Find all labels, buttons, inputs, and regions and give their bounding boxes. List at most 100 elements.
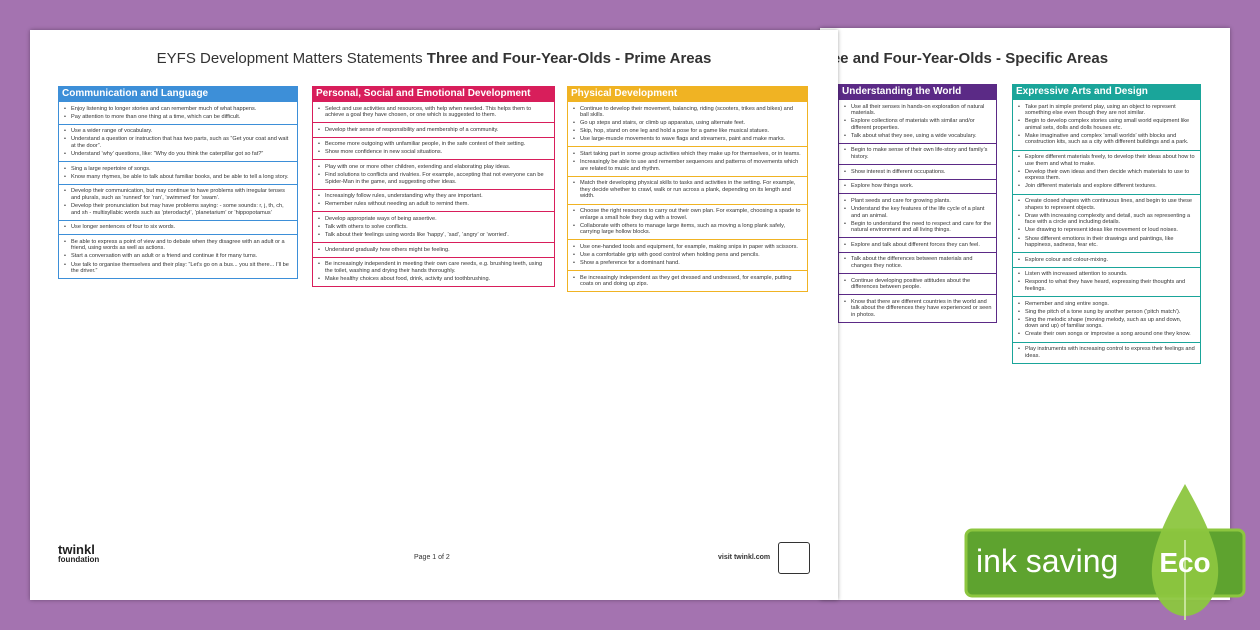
statement-group: Know that there are different countries … — [838, 295, 997, 324]
logo-text: twinkl — [58, 542, 95, 557]
statement: Talk about their feelings using words li… — [317, 232, 550, 239]
logo-sub: foundation — [58, 555, 100, 564]
statement: Develop appropriate ways of being assert… — [317, 216, 550, 223]
statement-group: Remember and sing entire songs.Sing the … — [1012, 297, 1201, 343]
statement-group: Play instruments with increasing control… — [1012, 342, 1201, 364]
statement: Use drawing to represent ideas like move… — [1017, 227, 1196, 234]
statement-group: Explore how things work. — [838, 179, 997, 195]
statement: Sing a large repertoire of songs. — [63, 166, 293, 173]
statement: Become more outgoing with unfamiliar peo… — [317, 141, 550, 148]
column-heading: Expressive Arts and Design — [1012, 84, 1201, 100]
statement-group: Explore and talk about different forces … — [838, 238, 997, 253]
statement: Show interest in different occupations. — [843, 169, 992, 176]
statement: Show different emotions in their drawing… — [1017, 236, 1196, 249]
statement: Listen with increased attention to sound… — [1017, 271, 1196, 278]
statement: Continue to develop their movement, bala… — [572, 106, 803, 119]
statement: Use one-handed tools and equipment, for … — [572, 244, 803, 251]
column: Personal, Social and Emotional Developme… — [312, 86, 555, 288]
statement: Understand a question or instruction tha… — [63, 136, 293, 149]
statement: Understand the key features of the life … — [843, 206, 992, 219]
statement-group: Be increasingly independent in meeting t… — [312, 257, 555, 288]
statement: Understand gradually how others might be… — [317, 247, 550, 254]
statement: Know that there are different countries … — [843, 299, 992, 319]
statement-group: Continue developing positive attitudes a… — [838, 274, 997, 296]
statement: Respond to what they have heard, express… — [1017, 279, 1196, 292]
statement: Create their own songs or improvise a so… — [1017, 331, 1196, 338]
statement-group: Play with one or more other children, ex… — [312, 160, 555, 190]
statement: Play with one or more other children, ex… — [317, 164, 550, 171]
statement: Remember rules without needing an adult … — [317, 201, 550, 208]
logo: twinkl foundation — [58, 542, 104, 564]
statement: Develop their sense of responsibility an… — [317, 127, 550, 134]
statement-group: Match their developing physical skills t… — [567, 176, 808, 205]
back-page: ree and Four-Year-Olds - Specific Areas … — [820, 28, 1230, 600]
statement: Be increasingly independent in meeting t… — [317, 261, 550, 274]
statement-group: Use one-handed tools and equipment, for … — [567, 240, 808, 272]
badge-eco: Eco — [1159, 547, 1210, 578]
column: Physical Development Continue to develop … — [567, 86, 808, 293]
statement: Plant seeds and care for growing plants. — [843, 198, 992, 205]
statement: Go up steps and stairs, or climb up appa… — [572, 120, 803, 127]
statement: Talk about the differences between mater… — [843, 256, 992, 269]
title-regular: EYFS Development Matters Statements — [156, 50, 423, 67]
column-heading: Personal, Social and Emotional Developme… — [312, 86, 555, 102]
statement: Remember and sing entire songs. — [1017, 301, 1196, 308]
statement: Play instruments with increasing control… — [1017, 346, 1196, 359]
quality-mark — [778, 542, 810, 574]
statement: Use a comfortable grip with good control… — [572, 252, 803, 259]
column-heading: Physical Development — [567, 86, 808, 102]
statement: Join different materials and explore dif… — [1017, 183, 1196, 190]
statement: Talk about what they see, using a wide v… — [843, 133, 992, 140]
statement: Make imaginative and complex ‘small worl… — [1017, 133, 1196, 146]
back-title: ree and Four-Year-Olds - Specific Areas — [826, 50, 1109, 67]
statement: Talk with others to solve conflicts. — [317, 224, 550, 231]
statement: Begin to understand the need to respect … — [843, 221, 992, 234]
column: Expressive Arts and Design Take part in s… — [1012, 84, 1201, 364]
statement: Explore how things work. — [843, 183, 992, 190]
statement: Collaborate with others to manage large … — [572, 223, 803, 236]
statement: Choose the right resources to carry out … — [572, 208, 803, 221]
statement: Select and use activities and resources,… — [317, 106, 550, 119]
statement: Show a preference for a dominant hand. — [572, 260, 803, 267]
statement: Create closed shapes with continuous lin… — [1017, 198, 1196, 211]
statement: Begin to develop complex stories using s… — [1017, 118, 1196, 131]
statement-group: Sing a large repertoire of songs.Know ma… — [58, 162, 298, 185]
statement: Explore collections of materials with si… — [843, 118, 992, 131]
statement-group: Understand gradually how others might be… — [312, 243, 555, 258]
statement: Skip, hop, stand on one leg and hold a p… — [572, 128, 803, 135]
statement: Sing the pitch of a tone sung by another… — [1017, 309, 1196, 316]
statement: Explore colour and colour-mixing. — [1017, 257, 1196, 264]
statement: Show more confidence in new social situa… — [317, 149, 550, 156]
page-number: Page 1 of 2 — [414, 554, 450, 561]
statement-group: Use longer sentences of four to six word… — [58, 220, 298, 236]
statement-group: Develop their sense of responsibility an… — [312, 123, 555, 138]
statement: Draw with increasing complexity and deta… — [1017, 213, 1196, 226]
front-title: EYFS Development Matters Statements Thre… — [30, 50, 838, 67]
statement-group: Use all their senses in hands-on explora… — [838, 100, 997, 144]
statement: Explore and talk about different forces … — [843, 242, 992, 249]
url: visit twinkl.com — [718, 554, 771, 561]
front-page: EYFS Development Matters Statements Thre… — [30, 30, 838, 600]
statement: Develop their communication, but may con… — [63, 188, 293, 201]
statement: Develop their own ideas and then decide … — [1017, 169, 1196, 182]
statement: Sing the melodic shape (moving melody, s… — [1017, 317, 1196, 330]
statement-group: Choose the right resources to carry out … — [567, 204, 808, 241]
statement-group: Talk about the differences between mater… — [838, 252, 997, 275]
statement-group: Use a wider range of vocabulary.Understa… — [58, 124, 298, 163]
statement: Use large-muscle movements to wave flags… — [572, 136, 803, 143]
eco-badge: ink saving Eco — [964, 484, 1246, 620]
title-bold: Three and Four-Year-Olds - Prime Areas — [426, 50, 712, 67]
column: Communication and Language Enjoy listenin… — [58, 86, 298, 280]
statement-group: Be able to express a point of view and t… — [58, 235, 298, 280]
statement: Continue developing positive attitudes a… — [843, 278, 992, 291]
statement-group: Create closed shapes with continuous lin… — [1012, 194, 1201, 254]
statement: Pay attention to more than one thing at … — [63, 114, 293, 121]
statement-group: Develop appropriate ways of being assert… — [312, 212, 555, 244]
statement: Find solutions to conflicts and rivalrie… — [317, 172, 550, 185]
statement: Be increasingly independent as they get … — [572, 275, 803, 288]
column: Understanding the World Use all their sen… — [838, 84, 997, 324]
statement: Start a conversation with an adult or a … — [63, 253, 293, 260]
statement: Use all their senses in hands-on explora… — [843, 104, 992, 117]
statement-group: Develop their communication, but may con… — [58, 184, 298, 221]
